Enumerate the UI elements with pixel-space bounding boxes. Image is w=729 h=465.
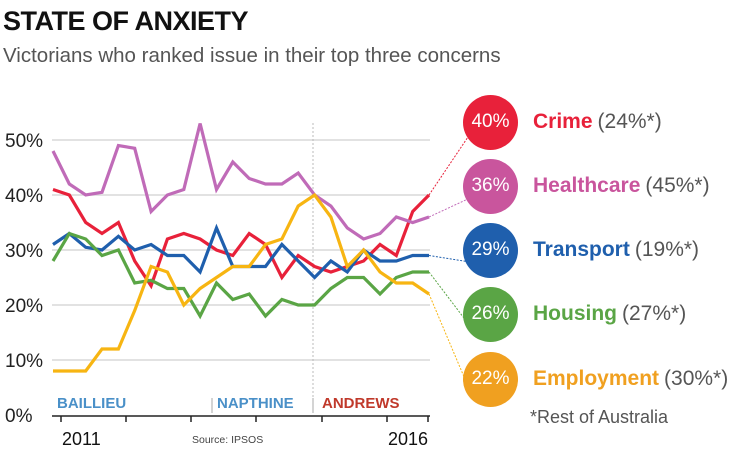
series-line-crime <box>52 187 431 290</box>
series-name: Employment <box>533 367 660 390</box>
rest-of-australia-value: (24%*) <box>597 110 662 133</box>
y-tick-label: 40% <box>5 186 43 207</box>
x-tick-label: 2016 <box>388 429 428 449</box>
rest-of-australia-value: (30%*) <box>664 367 729 390</box>
latest-value-bubble: 29% <box>463 222 518 278</box>
latest-value-bubble: 36% <box>463 158 518 214</box>
series-name: Housing <box>533 302 617 325</box>
government-eras: BAILLIEU NAPTHINE ANDREWS <box>57 123 400 415</box>
y-tick-label: 20% <box>5 296 43 317</box>
chart-subtitle: Victorians who ranked issue in their top… <box>3 44 501 67</box>
era-label: ANDREWS <box>322 395 400 412</box>
era-label: NAPTHINE <box>217 395 294 412</box>
y-axis-ticks: 0% 10% 20% 30% 40% 50% <box>5 131 43 427</box>
legend-item-healthcare: 36% Healthcare (45%*) <box>463 158 710 214</box>
y-tick-label: 0% <box>5 406 33 427</box>
latest-value-bubble: 40% <box>463 94 518 150</box>
chart-title: STATE OF ANXIETY <box>3 6 249 36</box>
x-axis: 2011 2016 <box>52 415 430 449</box>
rest-of-australia-value: (45%*) <box>645 174 710 197</box>
series-name: Transport <box>533 238 630 261</box>
series-name: Crime <box>533 110 593 133</box>
series-line-healthcare <box>51 123 430 241</box>
rest-of-australia-value: (19%*) <box>634 238 700 261</box>
source-label: Source: IPSOS <box>192 434 263 446</box>
era-label: BAILLIEU <box>57 395 126 412</box>
footnote: *Rest of Australia <box>530 407 669 427</box>
latest-value-bubble: 26% <box>463 286 518 342</box>
x-tick-label: 2011 <box>62 429 101 449</box>
series-line-housing <box>51 231 429 320</box>
series-name: Healthcare <box>533 174 641 197</box>
series-line-employment <box>53 192 430 373</box>
series-lines <box>51 123 431 373</box>
legend-item-housing: 26% Housing (27%*) <box>463 286 686 342</box>
y-tick-label: 50% <box>5 131 43 152</box>
rest-of-australia-value: (27%*) <box>622 302 687 325</box>
legend-item-crime: 40% Crime (24%*) <box>463 94 662 150</box>
leader-line-healthcare <box>428 197 471 218</box>
latest-value-bubble: 22% <box>463 351 518 407</box>
gridlines <box>52 139 430 361</box>
y-tick-label: 30% <box>5 241 43 262</box>
y-tick-label: 10% <box>5 351 43 372</box>
leader-line-crime <box>428 133 471 196</box>
legend-item-transport: 29% Transport (19%*) <box>463 222 699 278</box>
legend-item-employment: 22% Employment (30%*) <box>463 351 728 407</box>
